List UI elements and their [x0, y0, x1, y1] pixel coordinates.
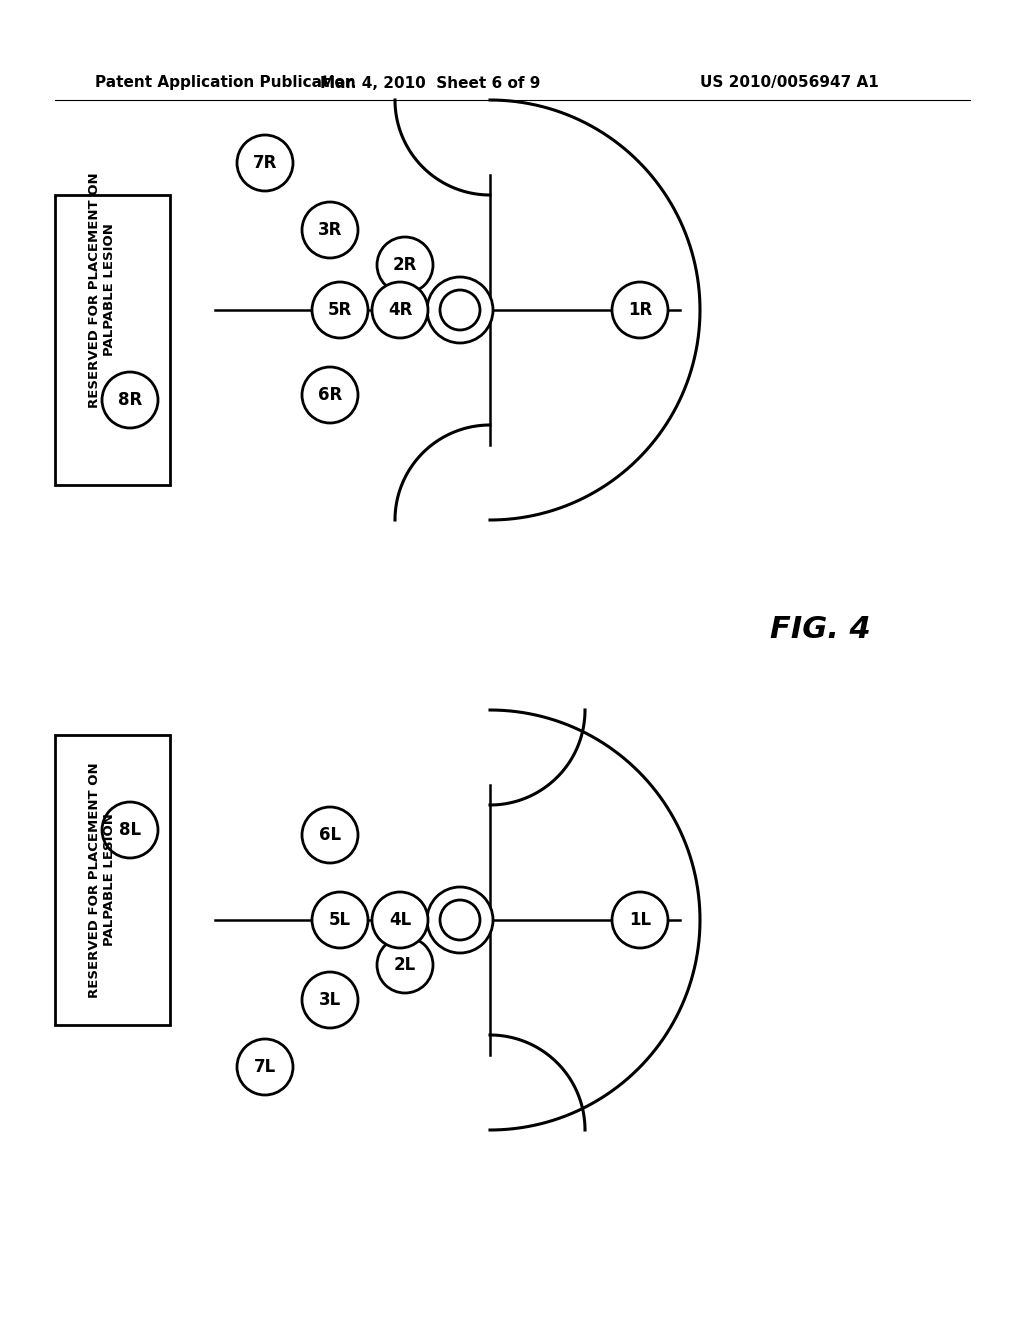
Text: RESERVED FOR PLACEMENT ON
PALPABLE LESION: RESERVED FOR PLACEMENT ON PALPABLE LESIO…: [88, 172, 116, 408]
Text: 6R: 6R: [317, 385, 342, 404]
Circle shape: [302, 807, 358, 863]
Circle shape: [377, 238, 433, 293]
Text: RESERVED FOR PLACEMENT ON
PALPABLE LESION: RESERVED FOR PLACEMENT ON PALPABLE LESIO…: [88, 762, 116, 998]
Text: 4R: 4R: [388, 301, 413, 319]
Text: FIG. 4: FIG. 4: [770, 615, 870, 644]
Text: 7L: 7L: [254, 1059, 276, 1076]
Text: Patent Application Publication: Patent Application Publication: [95, 75, 355, 91]
Text: 4L: 4L: [389, 911, 411, 929]
Text: 1L: 1L: [629, 911, 651, 929]
Text: 5L: 5L: [329, 911, 351, 929]
Circle shape: [440, 290, 480, 330]
Circle shape: [427, 277, 493, 343]
Circle shape: [372, 282, 428, 338]
Text: 1R: 1R: [628, 301, 652, 319]
Text: 3L: 3L: [318, 991, 341, 1008]
Bar: [55, 195, 170, 484]
Text: Mar. 4, 2010  Sheet 6 of 9: Mar. 4, 2010 Sheet 6 of 9: [319, 75, 541, 91]
Circle shape: [427, 887, 493, 953]
Text: 6L: 6L: [318, 826, 341, 843]
Circle shape: [237, 1039, 293, 1096]
Circle shape: [372, 892, 428, 948]
Text: 7R: 7R: [253, 154, 278, 172]
Text: 5R: 5R: [328, 301, 352, 319]
Bar: [55, 735, 170, 1026]
Text: 8R: 8R: [118, 391, 142, 409]
Text: 2R: 2R: [393, 256, 417, 275]
Circle shape: [612, 892, 668, 948]
Circle shape: [302, 367, 358, 422]
Circle shape: [312, 282, 368, 338]
Circle shape: [237, 135, 293, 191]
Text: 3R: 3R: [317, 220, 342, 239]
Circle shape: [102, 372, 158, 428]
Circle shape: [612, 282, 668, 338]
Circle shape: [302, 972, 358, 1028]
Text: US 2010/0056947 A1: US 2010/0056947 A1: [700, 75, 879, 91]
Text: 2L: 2L: [394, 956, 416, 974]
Circle shape: [377, 937, 433, 993]
Circle shape: [302, 202, 358, 257]
Text: 8L: 8L: [119, 821, 141, 840]
Circle shape: [312, 892, 368, 948]
Circle shape: [102, 803, 158, 858]
Circle shape: [440, 900, 480, 940]
